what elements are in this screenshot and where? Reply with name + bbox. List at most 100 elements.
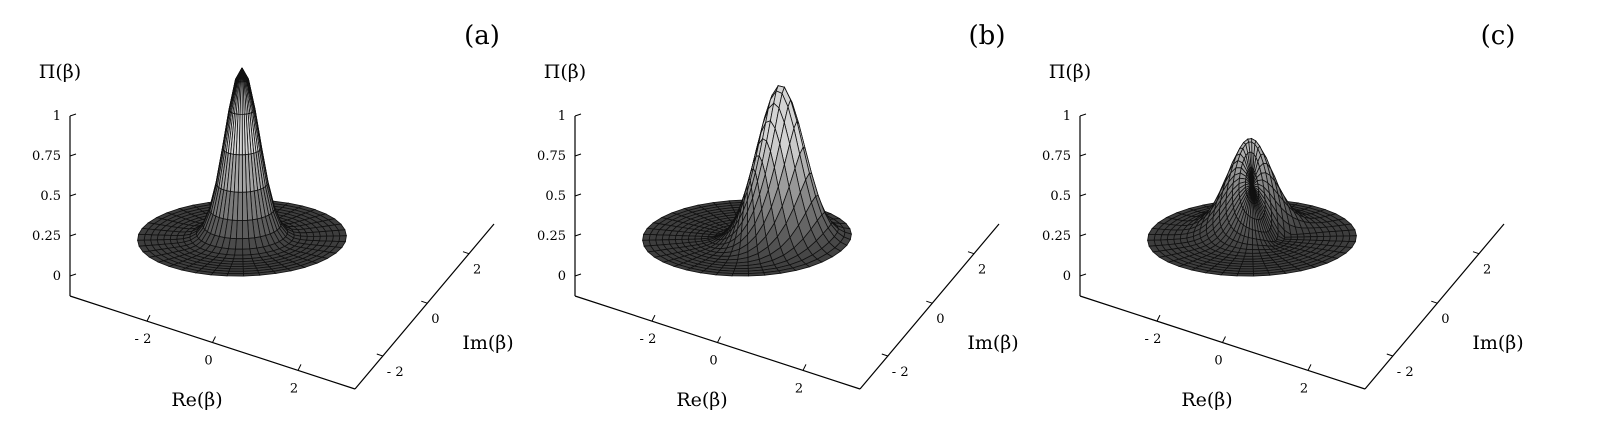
y-tick-label: 0 bbox=[431, 312, 439, 327]
surface-facet bbox=[238, 114, 243, 156]
y-tick-label: 0 bbox=[936, 312, 944, 327]
y-tick-mark bbox=[421, 300, 428, 304]
surface-facet bbox=[226, 248, 236, 256]
surface-facet bbox=[242, 237, 251, 250]
surface-facet bbox=[1252, 272, 1271, 277]
surface-facet bbox=[210, 272, 229, 277]
z-tick-label: 0.5 bbox=[1050, 189, 1071, 204]
surface-facet bbox=[1147, 233, 1156, 241]
surface-facet bbox=[233, 254, 244, 260]
panel-label: (c) bbox=[1481, 21, 1516, 51]
y-tick-mark bbox=[1386, 353, 1393, 357]
z-tick-label: 0 bbox=[53, 269, 61, 284]
z-tick-mark bbox=[574, 273, 582, 277]
x-tick-label: 0 bbox=[1214, 354, 1222, 369]
surface-mesh bbox=[642, 84, 852, 277]
y-axis-label: Im(β) bbox=[967, 332, 1018, 354]
surface-facet bbox=[1335, 235, 1344, 242]
panel-a: 1 0.75 0.5 0.25 0 - 2 0 2 2 0 - 2 Π(β) Re(β) Im(β) (a) bbox=[32, 21, 514, 411]
z-axis-label: Π(β) bbox=[544, 61, 586, 83]
z-tick-mark bbox=[574, 153, 582, 157]
surface-facet bbox=[241, 154, 247, 193]
surface-facet bbox=[237, 154, 243, 193]
z-tick-label: 0.75 bbox=[32, 149, 61, 164]
panel-label: (a) bbox=[464, 21, 500, 51]
surface-facet bbox=[137, 239, 147, 247]
surface-facet bbox=[169, 234, 178, 240]
x-tick-label: - 2 bbox=[1145, 332, 1162, 347]
z-tick-label: 1 bbox=[1063, 109, 1071, 124]
y-tick-label: 0 bbox=[1441, 312, 1449, 327]
z-tick-label: 0.75 bbox=[1042, 149, 1071, 164]
panel-label: (b) bbox=[969, 21, 1006, 51]
surface-facet bbox=[1316, 235, 1325, 241]
surface-facet bbox=[236, 191, 243, 222]
x-tick-mark bbox=[717, 336, 721, 343]
surface-facet bbox=[1322, 235, 1331, 242]
surface-mesh bbox=[137, 67, 347, 277]
x-tick-label: 2 bbox=[1300, 381, 1308, 396]
z-tick-mark bbox=[1079, 233, 1087, 237]
y-tick-label: 2 bbox=[1483, 263, 1491, 278]
z-tick-label: 1 bbox=[558, 109, 566, 124]
x-tick-mark bbox=[1156, 314, 1161, 322]
y-tick-mark bbox=[1431, 300, 1438, 304]
surface-facet bbox=[642, 239, 652, 247]
surface-facet bbox=[1251, 237, 1259, 246]
x-axis-label: Re(β) bbox=[1181, 389, 1232, 411]
x-axis-label: Re(β) bbox=[676, 389, 727, 411]
panel-c: 1 0.75 0.5 0.25 0 - 2 0 2 2 0 - 2 Π(β) Re(β) Im(β) (c) bbox=[1042, 21, 1524, 411]
z-tick-mark bbox=[1079, 193, 1087, 197]
z-axis-label: Π(β) bbox=[39, 61, 81, 83]
z-tick-mark bbox=[574, 233, 582, 237]
x-tick-label: 2 bbox=[795, 381, 803, 396]
x-tick-mark bbox=[212, 336, 216, 343]
y-tick-label: - 2 bbox=[387, 365, 404, 380]
surface-facet bbox=[747, 272, 766, 277]
z-tick-mark bbox=[1079, 153, 1087, 157]
z-tick-label: 0 bbox=[1063, 269, 1071, 284]
surface-facet bbox=[731, 273, 749, 277]
surface-facet bbox=[715, 272, 734, 277]
y-axis-label: Im(β) bbox=[1472, 332, 1523, 354]
x-tick-label: 0 bbox=[709, 354, 717, 369]
y-tick-mark bbox=[462, 251, 470, 255]
axes: 1 0.75 0.5 0.25 0 - 2 0 2 2 0 - 2 bbox=[537, 109, 1000, 396]
x-tick-label: - 2 bbox=[135, 332, 152, 347]
surface-facet bbox=[1147, 239, 1157, 247]
z-tick-label: 0.25 bbox=[32, 229, 61, 244]
x-tick-mark bbox=[297, 364, 302, 371]
surface-facet bbox=[242, 219, 250, 240]
surface-facet bbox=[232, 258, 244, 263]
surface-facet bbox=[312, 235, 321, 242]
z-tick-mark bbox=[69, 153, 77, 157]
surface-facet bbox=[1245, 248, 1254, 254]
z-tick-label: 0.25 bbox=[1042, 229, 1071, 244]
x-tick-mark bbox=[651, 314, 656, 322]
y-tick-label: - 2 bbox=[892, 365, 909, 380]
y-tick-mark bbox=[1472, 251, 1480, 255]
surface-mesh bbox=[1147, 137, 1357, 277]
surface-facet bbox=[674, 235, 683, 241]
surface-facet bbox=[1247, 227, 1253, 239]
z-tick-mark bbox=[574, 113, 582, 117]
z-tick-label: 0.5 bbox=[40, 189, 61, 204]
y-tick-mark bbox=[967, 251, 975, 255]
z-axis-label: Π(β) bbox=[1049, 61, 1091, 83]
surface-facet bbox=[241, 191, 249, 222]
y-axis-line bbox=[859, 223, 1000, 390]
axes: 1 0.75 0.5 0.25 0 - 2 0 2 2 0 - 2 bbox=[32, 109, 495, 396]
surface-facet bbox=[325, 235, 334, 242]
z-tick-mark bbox=[1079, 113, 1087, 117]
y-tick-label: 2 bbox=[473, 263, 481, 278]
z-tick-mark bbox=[69, 113, 77, 117]
y-tick-mark bbox=[926, 300, 933, 304]
y-tick-label: 2 bbox=[978, 263, 986, 278]
y-tick-label: - 2 bbox=[1397, 365, 1414, 380]
x-tick-mark bbox=[802, 364, 807, 371]
y-axis-line bbox=[354, 223, 495, 390]
z-tick-mark bbox=[69, 273, 77, 277]
z-tick-label: 1 bbox=[53, 109, 61, 124]
surface-facet bbox=[137, 233, 146, 241]
